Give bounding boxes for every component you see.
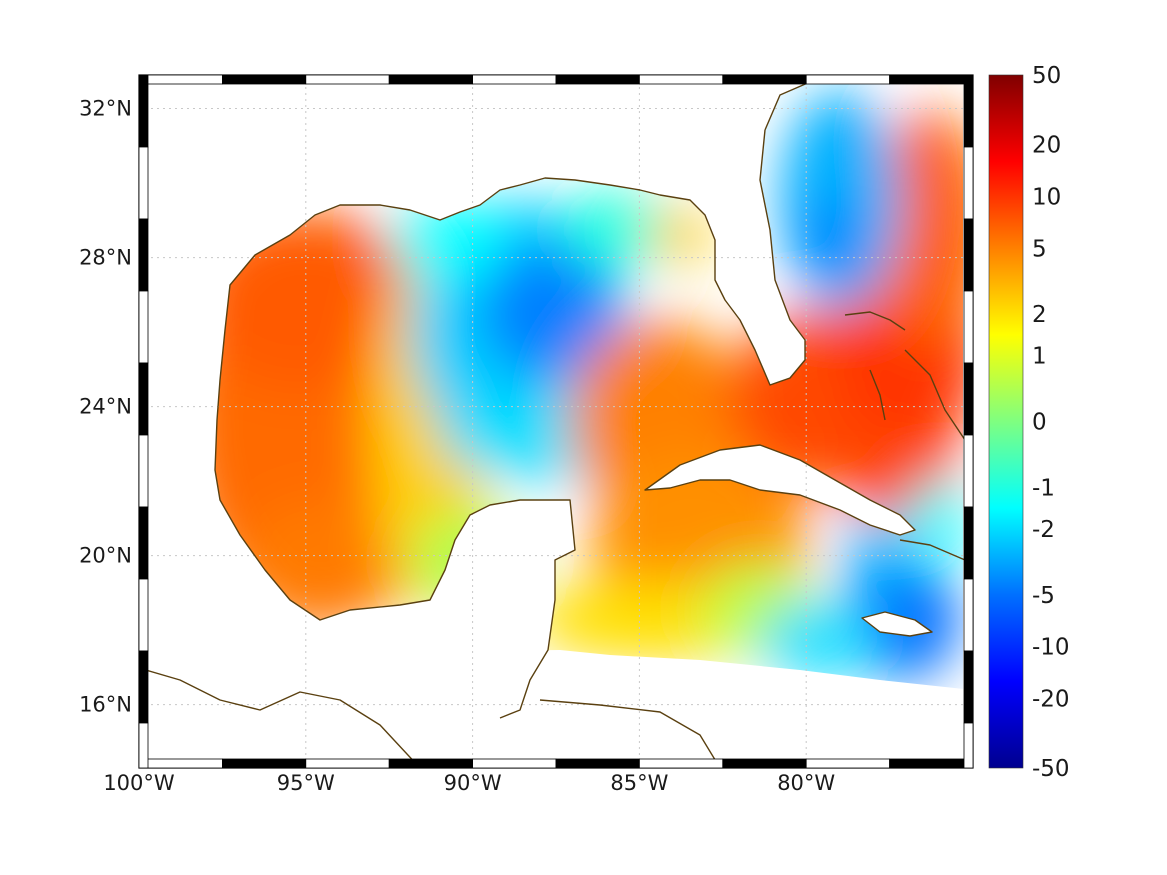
frame-segment <box>555 758 640 769</box>
frame-segment <box>963 578 974 652</box>
y-axis-tick-labels: 32°N 28°N 24°N 20°N 16°N <box>79 97 132 717</box>
frame-segment <box>963 506 974 580</box>
frame-segment <box>138 506 149 580</box>
frame-segment <box>305 74 390 85</box>
frame-segment <box>138 74 223 85</box>
frame-segment <box>963 722 974 769</box>
frame-segment <box>138 362 149 436</box>
frame-segment <box>963 290 974 364</box>
colorbar-tick-label: 5 <box>1032 236 1047 262</box>
frame-segment <box>963 146 974 220</box>
frame-segment <box>138 146 149 220</box>
x-tick-label: 90°W <box>444 771 502 795</box>
colorbar <box>988 74 1024 769</box>
frame-segment <box>722 74 807 85</box>
frame-segment <box>221 74 307 85</box>
frame-segment <box>805 74 891 85</box>
colorbar-tick-label: 10 <box>1032 184 1061 210</box>
frame-segment <box>722 758 807 769</box>
frame-segment <box>138 290 149 364</box>
frame-segment <box>138 218 149 292</box>
x-tick-label: 100°W <box>103 771 175 795</box>
y-tick-label: 32°N <box>79 97 132 121</box>
frame-segment <box>805 758 891 769</box>
frame-segment <box>138 74 149 148</box>
colorbar-tick-label: -5 <box>1032 583 1055 609</box>
frame-segment <box>555 74 640 85</box>
coastlines <box>139 81 966 768</box>
x-tick-label: 85°W <box>610 771 668 795</box>
colorbar-tick-label: 20 <box>1032 132 1061 158</box>
frame-segment <box>138 578 149 652</box>
y-tick-label: 16°N <box>79 693 132 717</box>
x-tick-label: 80°W <box>777 771 835 795</box>
frame-segment <box>472 74 557 85</box>
frame-segment <box>138 434 149 508</box>
y-tick-label: 28°N <box>79 246 132 270</box>
frame-segment <box>889 74 974 85</box>
frame-segment <box>639 74 724 85</box>
colorbar-tick-label: -20 <box>1032 687 1070 713</box>
frame-segment <box>639 758 724 769</box>
frame-segment <box>388 758 474 769</box>
frame-segment <box>963 434 974 508</box>
colorbar-tick-label: 50 <box>1032 63 1061 89</box>
colorbar-tick-label: -10 <box>1032 635 1070 661</box>
y-tick-label: 20°N <box>79 544 132 568</box>
frame-segment <box>305 758 390 769</box>
colorbar-tick-label: 2 <box>1032 302 1047 328</box>
frame-segment <box>963 650 974 724</box>
frame-segment <box>889 758 974 769</box>
frame-segment <box>221 758 307 769</box>
colorbar-tick-label: -50 <box>1032 756 1070 782</box>
x-tick-label: 95°W <box>277 771 335 795</box>
anomaly-field <box>139 75 973 768</box>
colorbar-tick-label: 1 <box>1032 344 1047 370</box>
colorbar-tick-label: 0 <box>1032 410 1047 436</box>
frame-segment <box>472 758 557 769</box>
map-frame <box>138 74 974 769</box>
frame-segment <box>963 218 974 292</box>
frame-segment <box>963 74 974 148</box>
frame-segment <box>963 362 974 436</box>
y-tick-label: 24°N <box>79 395 132 419</box>
frame-segment <box>138 650 149 724</box>
frame-segment <box>388 74 474 85</box>
colorbar-tick-label: -1 <box>1032 475 1055 501</box>
x-axis-tick-labels: 100°W 95°W 90°W 85°W 80°W <box>103 771 835 795</box>
frame-segment <box>138 722 149 769</box>
colorbar-tick-label: -2 <box>1032 517 1055 543</box>
frame-segment <box>138 758 223 769</box>
